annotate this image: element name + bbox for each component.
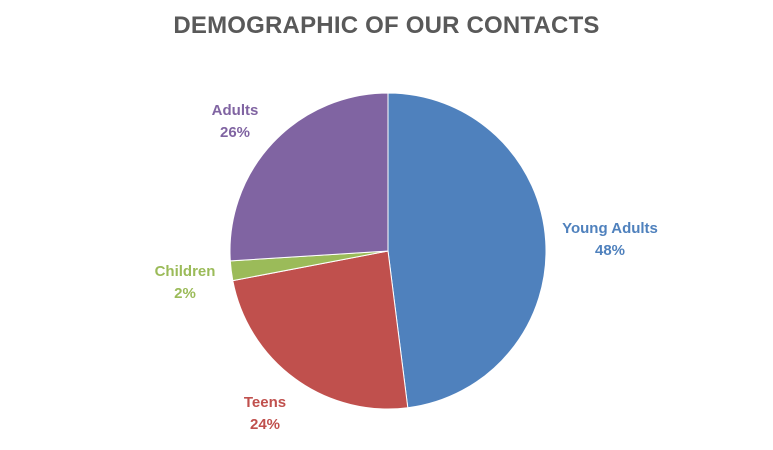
slice-value-label: 26% <box>220 124 250 141</box>
slice-value-label: 48% <box>595 242 625 259</box>
pie-slice-young-adults <box>387 92 547 409</box>
pie-slice-adults <box>229 92 389 262</box>
slice-category-label: Young Adults <box>562 220 658 237</box>
chart-title: DEMOGRAPHIC OF OUR CONTACTS <box>173 12 600 39</box>
slice-category-label: Adults <box>212 102 259 119</box>
slice-value-label: 24% <box>250 416 280 433</box>
slice-category-label: Children <box>155 263 216 280</box>
pie-slice-teens <box>232 250 409 410</box>
slice-value-label: 2% <box>174 285 196 302</box>
slice-category-label: Teens <box>244 394 286 411</box>
